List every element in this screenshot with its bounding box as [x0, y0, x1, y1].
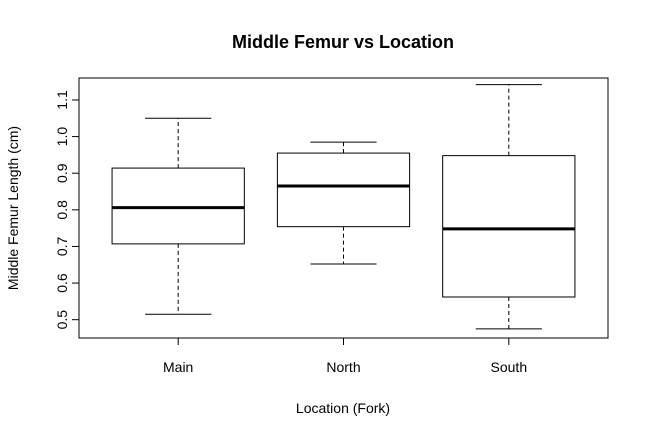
x-axis-label: Location (Fork): [296, 400, 390, 416]
y-tick-label: 0.7: [54, 237, 70, 257]
x-tick-label: South: [491, 359, 528, 375]
iqr-box: [276, 152, 411, 228]
boxes-group: [111, 84, 576, 330]
iqr-box: [111, 167, 245, 245]
box-main: [111, 117, 245, 315]
box-north: [276, 141, 411, 265]
y-axis: 0.5 0.6 0.7 0.8 0.9 1.0 1.1: [54, 90, 80, 330]
y-tick-label: 0.6: [54, 273, 70, 293]
chart-title: Middle Femur vs Location: [232, 32, 454, 52]
y-tick-label: 0.8: [54, 200, 70, 220]
y-tick-label: 1.0: [54, 127, 70, 147]
y-tick-label: 1.1: [54, 90, 70, 110]
y-axis-label: Middle Femur Length (cm): [5, 126, 21, 290]
x-tick-label: Main: [163, 359, 193, 375]
y-tick-label: 0.5: [54, 310, 70, 330]
box-south: [442, 84, 576, 330]
x-tick-label: North: [326, 359, 360, 375]
x-axis: Main North South: [163, 337, 528, 375]
y-tick-label: 0.9: [54, 163, 70, 183]
iqr-box: [442, 155, 576, 298]
